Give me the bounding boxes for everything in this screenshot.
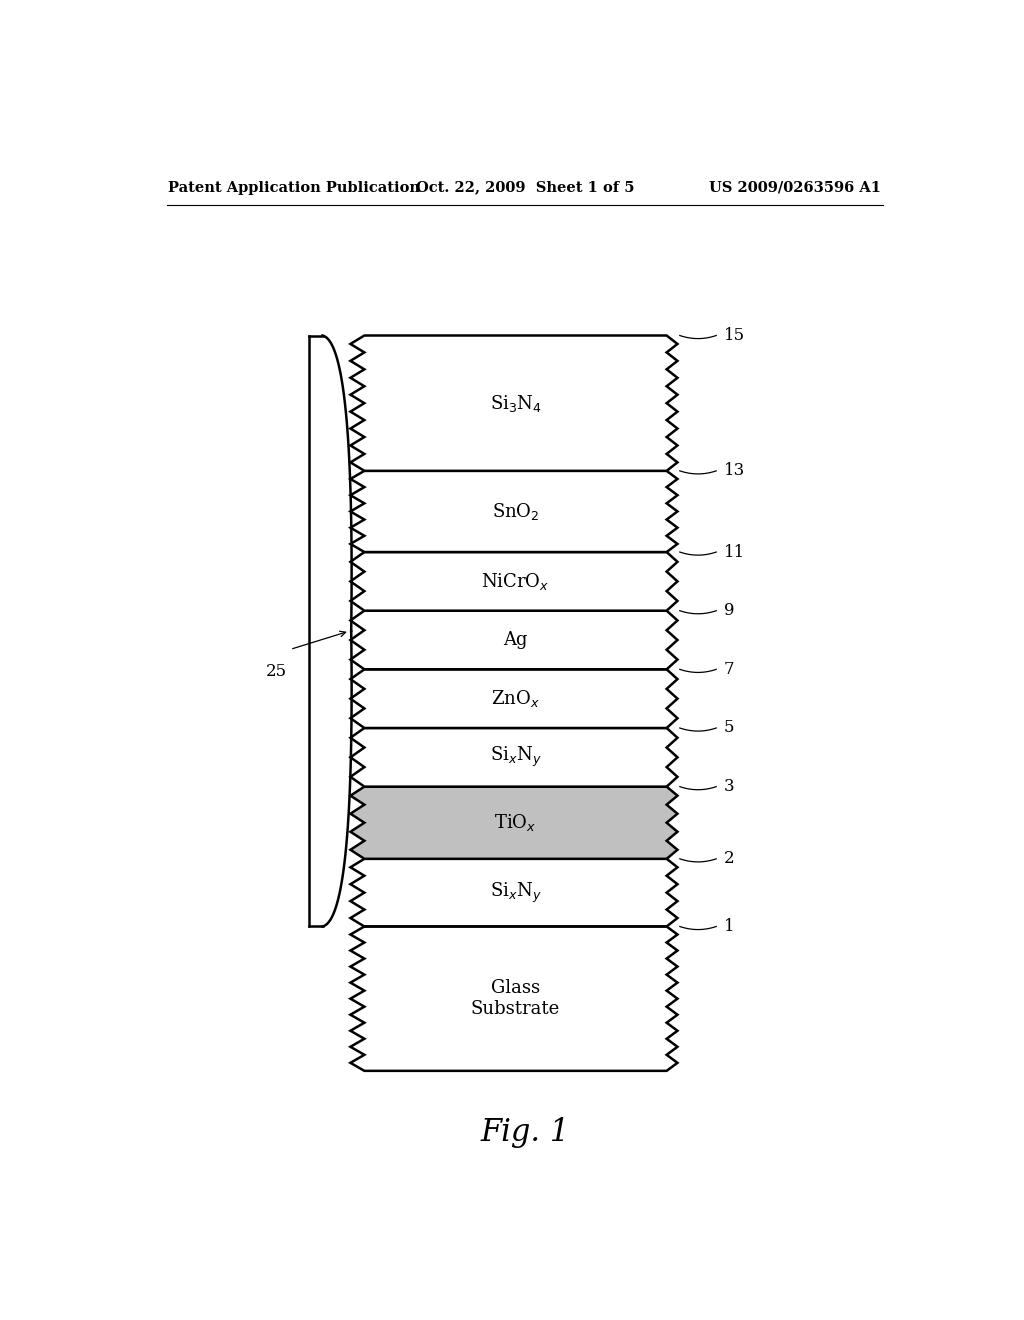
Text: 25: 25 <box>265 663 287 680</box>
Text: 11: 11 <box>724 544 745 561</box>
Polygon shape <box>350 552 678 611</box>
Text: TiO$_x$: TiO$_x$ <box>495 812 537 833</box>
Polygon shape <box>350 859 678 927</box>
Text: 7: 7 <box>724 661 734 678</box>
Text: Fig. 1: Fig. 1 <box>480 1117 569 1148</box>
Text: Si$_x$N$_y$: Si$_x$N$_y$ <box>489 746 542 770</box>
Polygon shape <box>350 611 678 669</box>
Text: ZnO$_x$: ZnO$_x$ <box>492 688 540 709</box>
Polygon shape <box>350 787 678 859</box>
Polygon shape <box>350 471 678 552</box>
Text: Oct. 22, 2009  Sheet 1 of 5: Oct. 22, 2009 Sheet 1 of 5 <box>416 181 634 194</box>
Text: 5: 5 <box>724 719 734 737</box>
Text: Patent Application Publication: Patent Application Publication <box>168 181 420 194</box>
Text: 13: 13 <box>724 462 745 479</box>
Text: Si$_3$N$_4$: Si$_3$N$_4$ <box>489 392 542 413</box>
Text: 1: 1 <box>724 917 734 935</box>
Text: NiCrO$_x$: NiCrO$_x$ <box>481 570 550 591</box>
Text: Glass
Substrate: Glass Substrate <box>471 979 560 1018</box>
Polygon shape <box>350 669 678 729</box>
Polygon shape <box>350 927 678 1071</box>
Text: 9: 9 <box>724 602 734 619</box>
Polygon shape <box>350 335 678 471</box>
Polygon shape <box>350 729 678 787</box>
Text: 3: 3 <box>724 777 734 795</box>
Text: US 2009/0263596 A1: US 2009/0263596 A1 <box>710 181 882 194</box>
Text: SnO$_2$: SnO$_2$ <box>492 502 540 521</box>
Text: Ag: Ag <box>503 631 527 649</box>
Text: Si$_x$N$_y$: Si$_x$N$_y$ <box>489 880 542 904</box>
Text: 15: 15 <box>724 327 745 345</box>
Text: 2: 2 <box>724 850 734 867</box>
